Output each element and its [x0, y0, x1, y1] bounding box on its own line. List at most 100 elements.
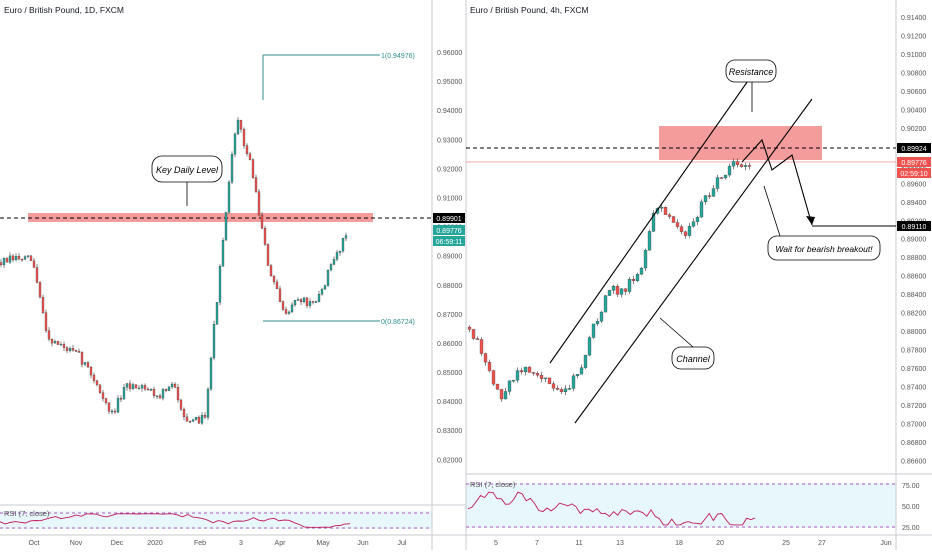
- candle-body: [323, 285, 327, 290]
- candle-body: [675, 222, 680, 227]
- candle-body: [194, 417, 198, 420]
- candle-body: [320, 288, 324, 295]
- candle-body: [679, 226, 684, 232]
- candle-body: [659, 207, 664, 209]
- left-candles: [0, 117, 348, 425]
- candle-body: [335, 252, 339, 260]
- candle-body: [655, 208, 660, 214]
- candle-body: [83, 362, 87, 365]
- candle-body: [647, 231, 652, 251]
- candle-body: [116, 398, 120, 413]
- candle-body: [329, 264, 333, 271]
- svg-text:Resistance: Resistance: [729, 67, 774, 77]
- candle-body: [98, 384, 102, 393]
- candle-body: [603, 295, 608, 313]
- right-price-tag-current: 0.89776: [897, 157, 931, 167]
- candle-body: [332, 259, 336, 265]
- y-tick-label: 0.87200: [901, 403, 926, 410]
- resistance-callout: Resistance: [725, 59, 777, 112]
- y-tick-label: 0.89000: [901, 237, 926, 244]
- candle-body: [149, 389, 153, 391]
- candle-body: [293, 300, 297, 306]
- candle-body: [146, 388, 150, 391]
- x-tick-label: May: [316, 540, 330, 547]
- candle-body: [595, 321, 600, 325]
- candle-body: [284, 309, 288, 314]
- candle-body: [314, 301, 318, 303]
- right-rsi-tick-75: 75.00: [902, 483, 920, 490]
- x-tick-label: Nov: [70, 540, 83, 547]
- candle-body: [41, 297, 45, 313]
- candle-body: [50, 339, 54, 344]
- candle-body: [723, 174, 728, 179]
- y-tick-label: 0.89600: [901, 181, 926, 188]
- candle-body: [233, 133, 237, 155]
- candle-body: [140, 385, 144, 389]
- candle-body: [254, 177, 258, 192]
- y-tick-label: 0.90400: [901, 107, 926, 114]
- y-tick-label: 0.87000: [437, 312, 462, 319]
- candle-body: [224, 212, 228, 241]
- left-countdown-tag: 06:59:11: [433, 236, 465, 246]
- x-tick-label: 2020: [147, 540, 163, 547]
- y-tick-label: 0.91400: [901, 15, 926, 22]
- svg-text:06:59:11: 06:59:11: [436, 239, 463, 246]
- candle-body: [487, 362, 492, 371]
- candle-body: [281, 301, 285, 310]
- candle-body: [212, 324, 216, 359]
- candle-body: [631, 279, 636, 281]
- x-tick-label: 20: [716, 540, 724, 547]
- svg-text:Wait for bearish breakout!: Wait for bearish breakout!: [775, 244, 873, 254]
- y-tick-label: 0.96000: [437, 50, 462, 57]
- y-tick-label: 0.90600: [901, 89, 926, 96]
- candle-body: [95, 380, 99, 385]
- candle-body: [14, 256, 18, 261]
- left-chart-panel[interactable]: Euro / British Pound, 1D, FXCM 0.96000 0.…: [0, 0, 466, 550]
- candle-body: [200, 415, 204, 424]
- right-price-tag-last: 0.89924: [897, 143, 931, 153]
- candle-body: [471, 329, 476, 339]
- candle-body: [551, 383, 556, 389]
- left-chart-title: Euro / British Pound, 1D, FXCM: [4, 5, 124, 15]
- y-tick-label: 0.88000: [437, 283, 462, 290]
- candle-body: [479, 339, 484, 354]
- candle-body: [338, 250, 342, 253]
- candle-body: [236, 119, 240, 135]
- y-tick-label: 0.91200: [901, 33, 926, 40]
- candle-body: [104, 398, 108, 403]
- candle-body: [65, 347, 69, 351]
- candle-body: [221, 240, 225, 267]
- candle-body: [59, 344, 63, 346]
- candle-body: [260, 214, 264, 229]
- candle-body: [539, 375, 544, 379]
- right-rsi-tick-50: 50.00: [902, 504, 920, 511]
- y-tick-label: 0.88000: [901, 329, 926, 336]
- x-tick-label: Jun: [357, 540, 368, 547]
- candle-body: [607, 290, 612, 296]
- candle-body: [302, 297, 306, 303]
- candle-body: [176, 387, 180, 401]
- candle-body: [531, 372, 536, 374]
- candle-body: [663, 207, 668, 215]
- y-tick-label: 0.91000: [901, 52, 926, 59]
- candle-body: [218, 266, 222, 303]
- right-chart-panel[interactable]: Euro / British Pound, 4h, FXCM 0.91400 0.…: [465, 0, 932, 550]
- key-daily-level-text: Key Daily Level: [156, 165, 219, 175]
- left-price-tag-current: 0.89776: [433, 225, 465, 235]
- left-rsi-label: RSI (7, close): [4, 509, 50, 518]
- candle-body: [671, 216, 676, 223]
- y-tick-label: 0.88800: [901, 255, 926, 262]
- y-tick-label: 0.94000: [437, 108, 462, 115]
- svg-text:Channel: Channel: [676, 354, 711, 364]
- x-tick-label: 13: [616, 540, 624, 547]
- channel-callout: Channel: [659, 317, 715, 370]
- candle-body: [731, 161, 736, 167]
- candle-body: [191, 419, 195, 422]
- y-tick-label: 0.95000: [437, 79, 462, 86]
- candle-body: [287, 311, 291, 314]
- candle-body: [467, 326, 472, 330]
- candle-body: [107, 402, 111, 412]
- candle-body: [119, 398, 123, 400]
- y-tick-label: 0.87400: [901, 385, 926, 392]
- candle-body: [341, 238, 345, 252]
